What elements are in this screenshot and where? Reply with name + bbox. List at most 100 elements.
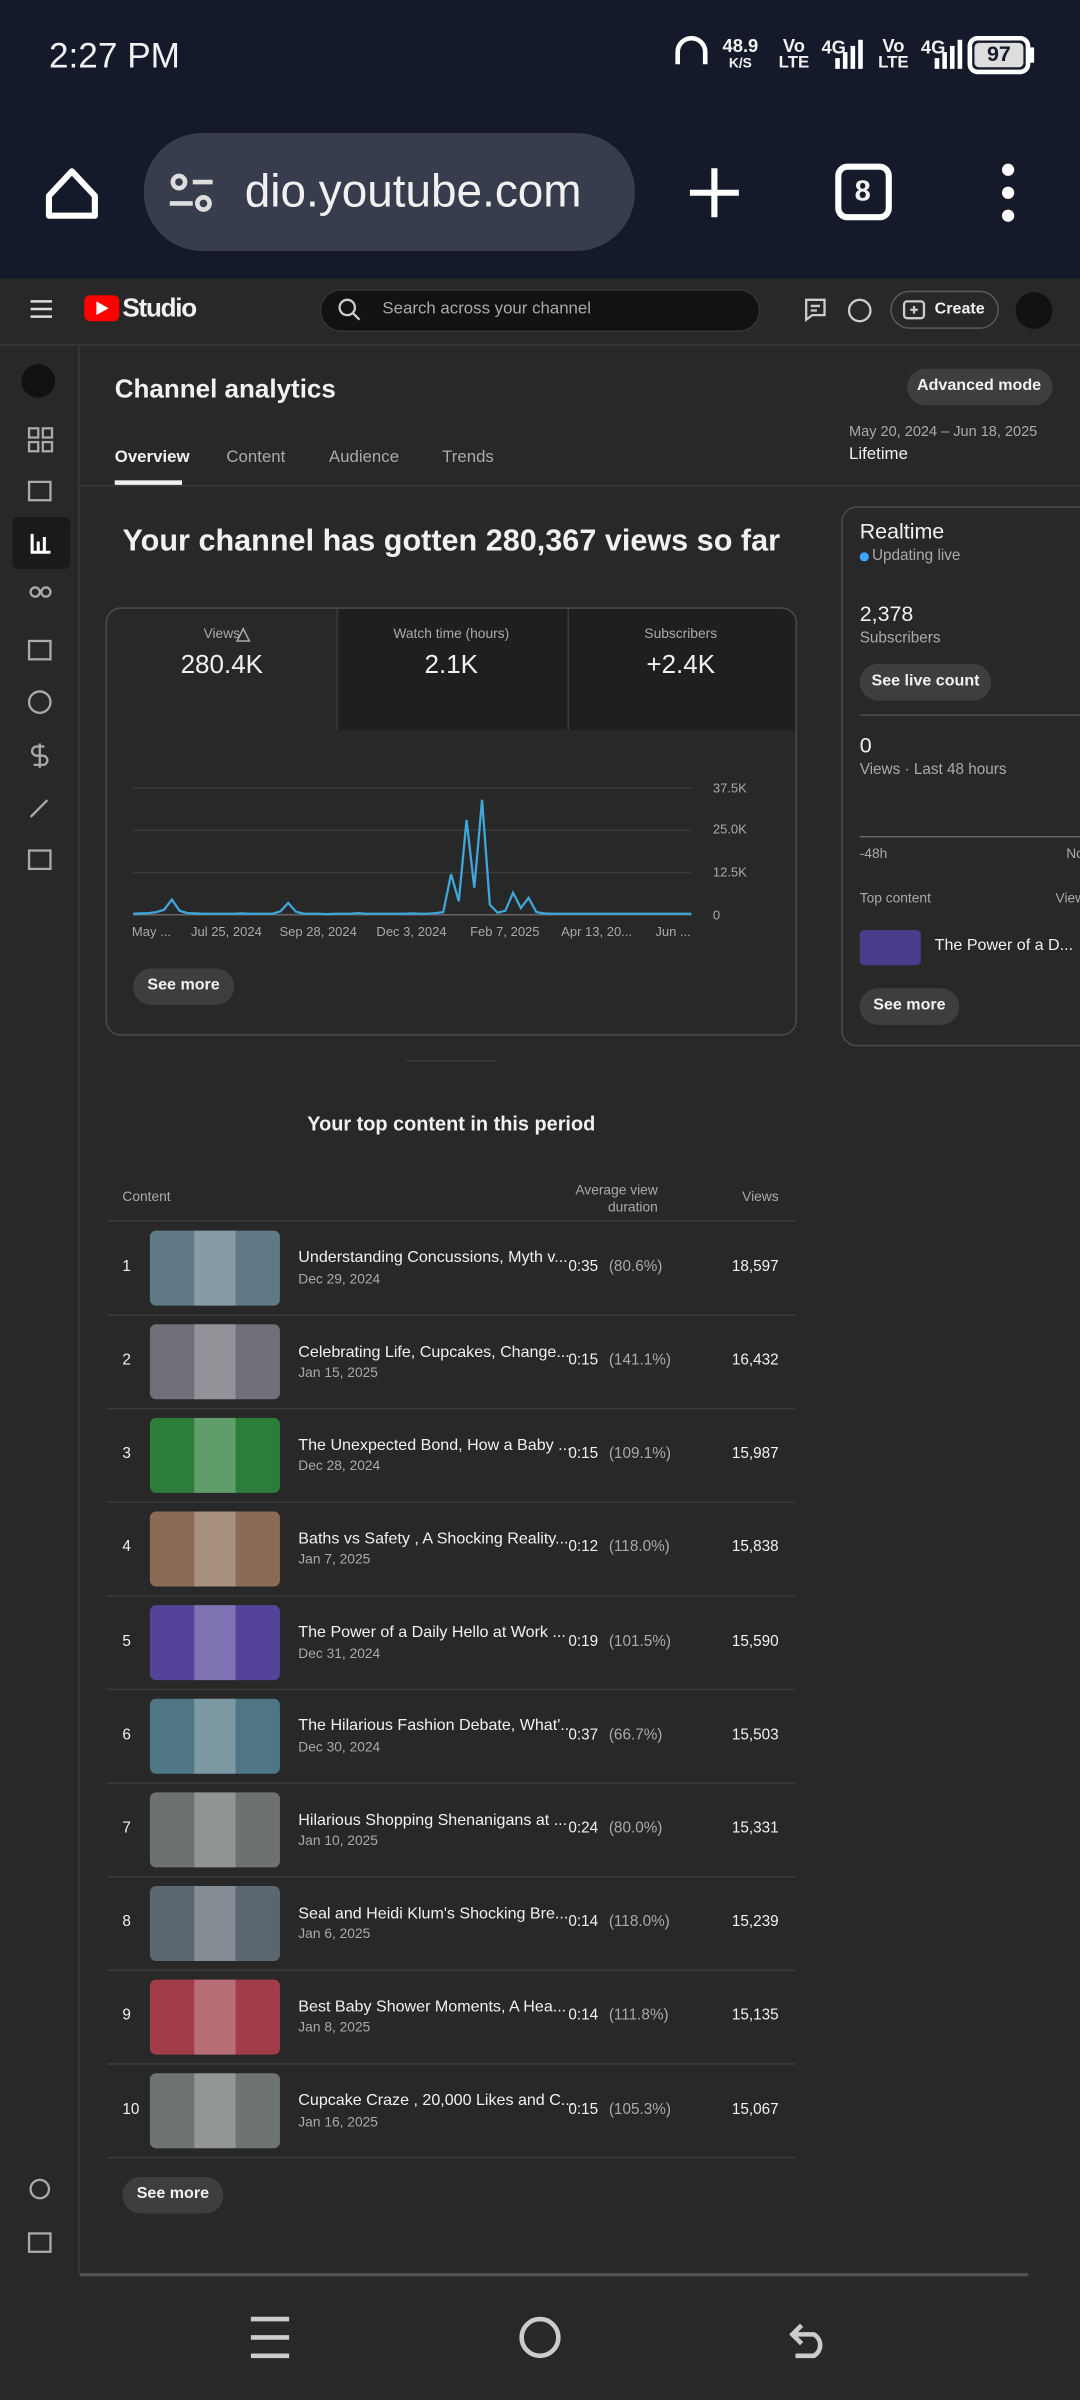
sidebar-icons[interactable] [27, 427, 54, 2253]
thumbnail-frame [194, 1698, 236, 1774]
see-more-button[interactable] [133, 968, 235, 1006]
realtime-title: Realtime [859, 518, 945, 544]
duration: 0:37 [568, 1726, 599, 1744]
video-title[interactable]: Hilarious Shopping Shenanigans at ... [298, 1810, 568, 1830]
realtime-subs-label: Subscribers [859, 629, 941, 647]
realtime-see-more[interactable]: See more [873, 996, 946, 1015]
duration-percent: (118.0%) [608, 1913, 670, 1931]
browser-icons[interactable] [45, 163, 892, 221]
thumbnail-frame [194, 1511, 236, 1587]
video-title[interactable]: Best Baby Shower Moments, A Hea... [298, 1997, 567, 2017]
realtime-thumb [859, 930, 921, 966]
video-title[interactable]: The Hilarious Fashion Debate, What'... [298, 1717, 574, 1736]
url[interactable]: dio.youtube.com [244, 167, 582, 218]
thumbnail-frame [194, 1417, 236, 1493]
video-title[interactable]: The Unexpected Bond, How a Baby ... [298, 1436, 572, 1455]
metric-value: 280.4K [180, 650, 264, 680]
net-unit: K/S [728, 55, 752, 71]
tune-icon [169, 173, 213, 212]
video-title[interactable]: Baths vs Safety , A Shocking Reality... [298, 1529, 569, 1549]
duration: 0:15 [568, 1352, 599, 1370]
search-box[interactable] [319, 289, 761, 332]
realtime-axis-end: Now [1066, 846, 1080, 862]
sidebar-active [12, 517, 71, 570]
metric-tile-3[interactable] [567, 608, 796, 730]
duration-percent: (118.0%) [608, 1539, 670, 1557]
x-tick-label: May ... [131, 923, 171, 939]
create-button[interactable] [890, 290, 999, 329]
x-tick-label: Feb 7, 2025 [470, 923, 540, 939]
video-title[interactable]: Understanding Concussions, Myth v... [298, 1248, 568, 1268]
thumbnail [149, 1979, 280, 2055]
rank: 2 [122, 1352, 131, 1370]
see-more-label[interactable]: See more [136, 2185, 210, 2204]
duration-percent: (80.6%) [608, 1258, 663, 1276]
nav-bar[interactable] [250, 2316, 823, 2359]
tab[interactable]: Trends [442, 448, 494, 467]
realtime-status: Updating live [871, 547, 961, 565]
tabs-divider [79, 484, 1080, 487]
menu-dots[interactable] [1001, 163, 1015, 222]
date-range: May 20, 2024 – Jun 18, 2025 [849, 423, 1038, 441]
sim-vo: Vo [882, 34, 905, 56]
status-icons [675, 35, 1031, 75]
advanced-button[interactable] [907, 368, 1053, 406]
tab-count[interactable]: 8 [854, 176, 871, 209]
metric-value: +2.4K [646, 650, 716, 680]
thumbnail-frame [194, 1886, 236, 1961]
thumbnail-frame [194, 1230, 236, 1306]
thumbnail [149, 1886, 280, 1961]
url-pill[interactable] [143, 133, 635, 251]
duration: 0:14 [568, 1913, 599, 1931]
channel-avatar[interactable] [21, 364, 56, 398]
tab[interactable]: Audience [328, 448, 400, 467]
avatar[interactable] [1015, 292, 1053, 329]
realtime-top-label: Top content [859, 890, 931, 907]
thumbnail-frame [194, 1605, 236, 1681]
live-count-label[interactable]: See live count [871, 672, 980, 691]
rank: 6 [122, 1726, 131, 1744]
realtime-card [841, 506, 1080, 1047]
views: 16,432 [731, 1352, 779, 1370]
x-tick-label: Dec 3, 2024 [376, 923, 447, 939]
video-title[interactable]: Cupcake Craze , 20,000 Likes and C... [298, 2091, 575, 2110]
tab[interactable]: Overview [114, 448, 190, 467]
thumbnail-frame [194, 2073, 236, 2149]
metric-value: 2.1K [424, 650, 479, 680]
battery-icon [967, 35, 1031, 75]
video-title[interactable]: Celebrating Life, Cupcakes, Change... [298, 1342, 570, 1361]
views-line [133, 799, 692, 916]
headphone-icon [675, 35, 708, 65]
realtime-top-item[interactable]: The Power of a D... [934, 936, 1074, 956]
rank: 8 [122, 1913, 131, 1931]
duration-percent: (141.1%) [608, 1352, 671, 1370]
video-title[interactable]: Seal and Heidi Klum's Shocking Bre... [298, 1904, 569, 1923]
advanced-mode[interactable]: Advanced mode [916, 376, 1042, 396]
hamburger[interactable] [30, 300, 53, 318]
thumbnail [149, 1605, 280, 1681]
realtime-subs: 2,378 [859, 601, 914, 627]
views: 15,135 [731, 2007, 779, 2025]
live-count-button[interactable] [859, 663, 992, 701]
video-title[interactable]: The Power of a Daily Hello at Work ... [298, 1623, 566, 1642]
rank: 1 [122, 1258, 131, 1276]
bottom-divider [79, 2273, 1028, 2277]
realtime-top-views: Views [1055, 890, 1080, 907]
rank: 4 [122, 1539, 131, 1557]
thumbnail [149, 1417, 280, 1493]
metric-tile-2[interactable] [336, 608, 568, 730]
realtime-see-more[interactable] [859, 988, 960, 1025]
tab[interactable]: Content [226, 448, 286, 467]
duration-percent: (66.7%) [608, 1726, 663, 1744]
y-tick-label: 0 [712, 906, 721, 922]
see-more-button[interactable] [122, 2176, 224, 2214]
header-icons[interactable] [338, 298, 926, 323]
create-label[interactable]: Create [934, 300, 985, 319]
logo-text: Studio [122, 294, 197, 324]
clock: 2:27 PM [48, 34, 180, 75]
see-more-label[interactable]: See more [147, 976, 220, 996]
video-date: Dec 30, 2024 [298, 1739, 381, 1755]
thumbnail [149, 1230, 280, 1306]
views: 15,590 [731, 1633, 779, 1650]
